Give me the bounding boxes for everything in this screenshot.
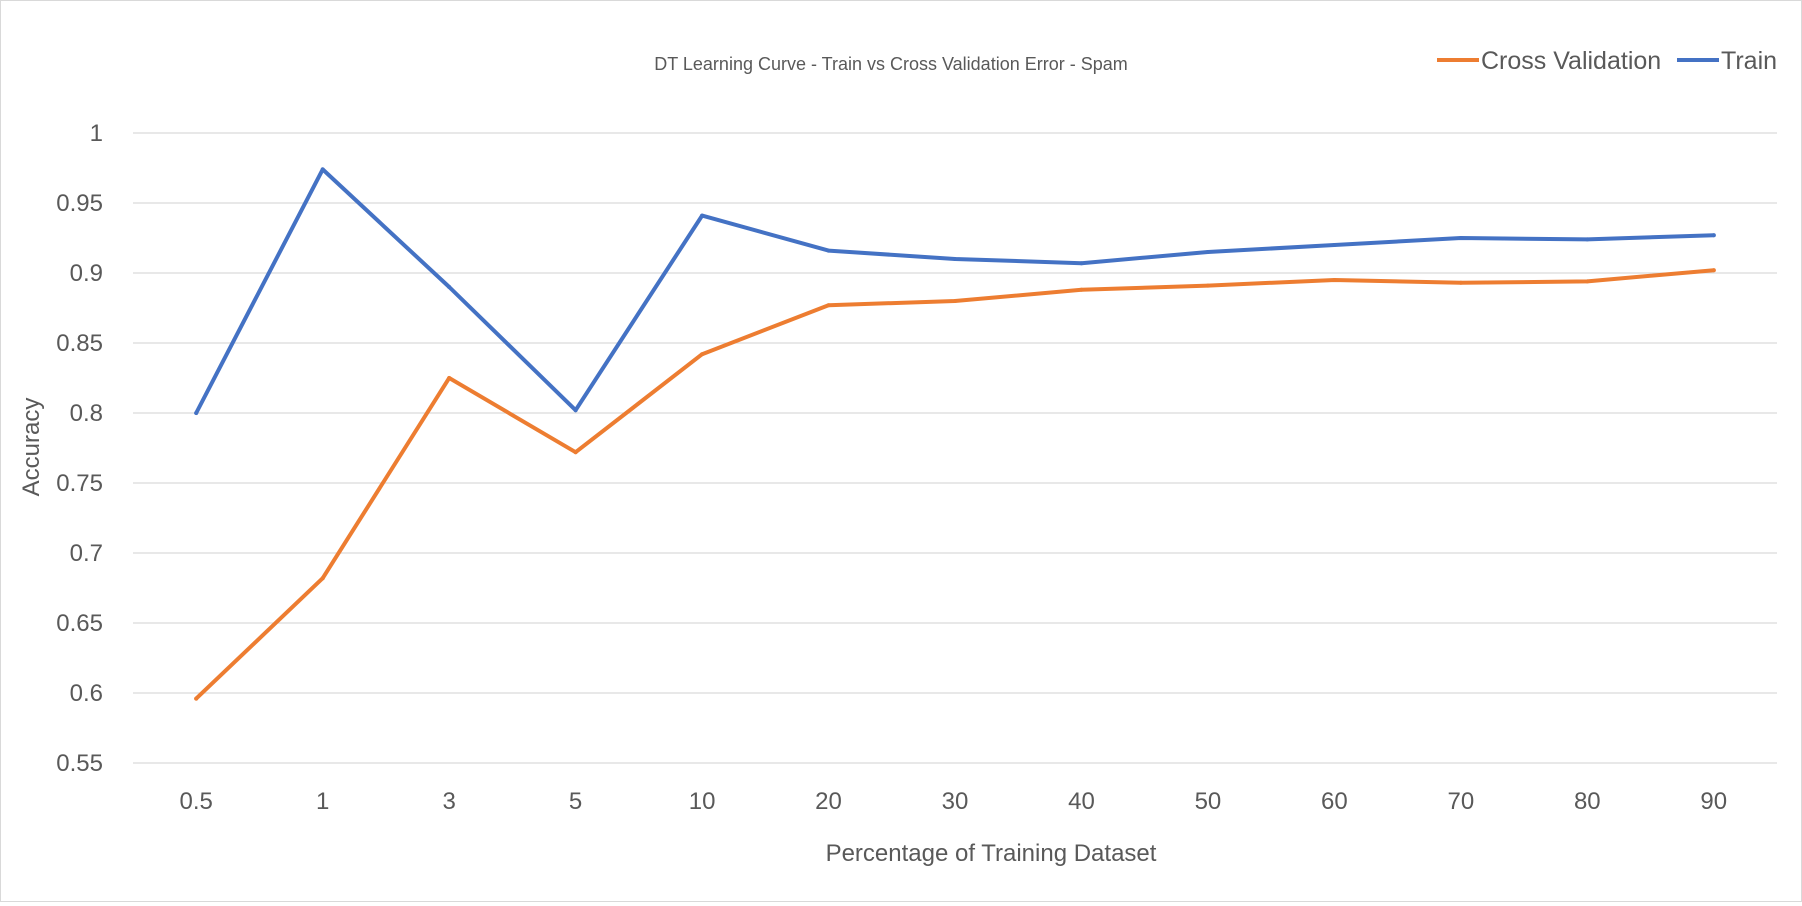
chart-title: DT Learning Curve - Train vs Cross Valid…: [654, 54, 1128, 74]
series-line-train: [194, 167, 1716, 415]
x-tick-label: 0.5: [180, 788, 213, 815]
data-point-train: [1332, 243, 1337, 247]
gridlines: [133, 132, 1777, 764]
data-point-train: [953, 257, 957, 261]
data-point-train: [1458, 236, 1463, 240]
x-tick-label: 1: [316, 788, 329, 815]
data-point-train: [447, 285, 452, 289]
data-point-cross-validation: [1332, 278, 1337, 282]
x-tick-label: 50: [1195, 788, 1222, 815]
legend: Cross Validation Train: [1437, 47, 1777, 75]
data-point-cross-validation: [1205, 283, 1210, 288]
x-tick-label: 40: [1068, 788, 1095, 815]
y-tick-labels: 0.55 0.6 0.65 0.7 0.75 0.8 0.85 0.9 0.95 1: [56, 120, 103, 777]
x-axis-label: Percentage of Training Dataset: [826, 840, 1157, 867]
y-tick-label: 0.95: [56, 190, 103, 217]
data-point-train: [320, 167, 325, 172]
legend-item-cross-validation: Cross Validation: [1437, 47, 1661, 75]
x-tick-label: 70: [1447, 788, 1474, 815]
x-tick-label: 60: [1321, 788, 1348, 815]
data-point-cross-validation: [447, 376, 452, 380]
legend-item-train: Train: [1677, 47, 1777, 75]
data-point-cross-validation: [700, 352, 705, 357]
data-point-train: [826, 248, 831, 253]
data-point-train: [1205, 250, 1210, 254]
data-point-train: [700, 213, 705, 218]
y-axis-label: Accuracy: [18, 398, 45, 497]
x-tick-label: 20: [815, 788, 842, 815]
y-tick-label: 0.65: [56, 610, 103, 637]
legend-label-train: Train: [1721, 47, 1777, 75]
x-tick-label: 80: [1574, 788, 1601, 815]
x-tick-label: 5: [569, 788, 582, 815]
data-point-cross-validation: [826, 303, 831, 308]
data-point-train: [1585, 237, 1590, 242]
data-point-train: [194, 411, 199, 415]
x-tick-label: 30: [942, 788, 969, 815]
y-tick-label: 0.75: [56, 470, 103, 497]
data-point-train: [573, 408, 578, 413]
data-point-cross-validation: [1585, 279, 1590, 284]
x-tick-label: 90: [1700, 788, 1727, 815]
data-point-cross-validation: [1711, 268, 1716, 273]
y-tick-label: 0.7: [70, 540, 103, 567]
data-point-train: [1711, 233, 1716, 238]
series-lines: [194, 167, 1716, 701]
data-point-cross-validation: [1458, 280, 1463, 285]
data-point-cross-validation: [320, 576, 325, 581]
y-tick-label: 0.55: [56, 750, 103, 777]
x-tick-labels: 0.5 1 3 5 10 20 30 40 50 60 70 80 90: [180, 788, 1728, 815]
legend-label-cross-validation: Cross Validation: [1481, 47, 1661, 75]
y-tick-label: 1: [90, 120, 103, 147]
data-point-cross-validation: [1079, 287, 1084, 292]
y-tick-label: 0.85: [56, 330, 103, 357]
data-point-cross-validation: [953, 299, 957, 303]
series-line-cross-validation: [194, 268, 1716, 701]
y-tick-label: 0.8: [70, 400, 103, 427]
x-tick-label: 3: [442, 788, 455, 815]
x-tick-label: 10: [689, 788, 716, 815]
y-tick-label: 0.9: [70, 260, 103, 287]
data-point-train: [1079, 261, 1084, 266]
data-point-cross-validation: [573, 450, 578, 455]
y-tick-label: 0.6: [70, 680, 103, 707]
data-point-cross-validation: [194, 696, 199, 701]
